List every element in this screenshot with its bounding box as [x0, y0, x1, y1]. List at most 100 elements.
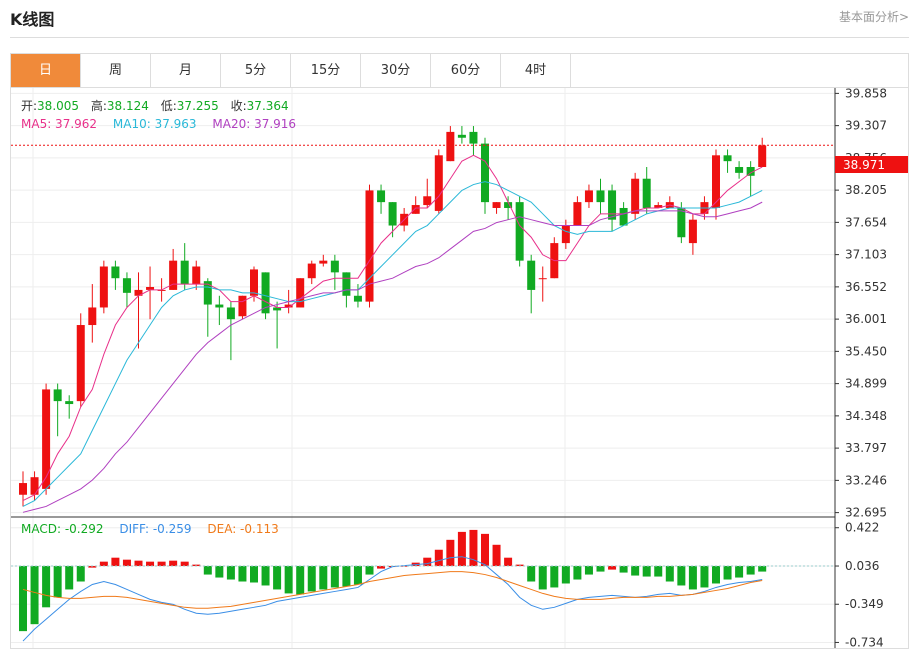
candle-body [365, 190, 374, 302]
price-tick-label: 35.450 [845, 344, 887, 358]
candle-body [134, 289, 143, 296]
ma5-legend: MA5: 37.962 [21, 117, 97, 131]
diff-legend: DIFF: -0.259 [119, 522, 191, 536]
tab-week[interactable]: 周 [81, 54, 151, 87]
candle-body [330, 260, 339, 273]
ma20-line [22, 201, 763, 513]
ma10-line [22, 181, 763, 507]
open-value: 38.005 [37, 99, 79, 113]
macd-bar [134, 560, 143, 567]
macd-bar [111, 557, 120, 567]
candle-body [573, 202, 582, 226]
macd-bar [746, 566, 755, 575]
candle-body [261, 272, 270, 314]
grid-lines [11, 88, 835, 648]
tab-4hour[interactable]: 4时 [501, 54, 571, 87]
macd-legend: MACD: -0.292 [21, 522, 104, 536]
tab-5min[interactable]: 5分 [221, 54, 291, 87]
macd-bar [203, 566, 212, 575]
macd-bar [596, 566, 605, 572]
macd-bar [76, 566, 85, 582]
candles [19, 126, 767, 507]
candle-body [180, 260, 189, 285]
tab-30min[interactable]: 30分 [361, 54, 431, 87]
candle-body [642, 178, 651, 208]
price-tick-label: 37.654 [845, 215, 887, 229]
ma-lines [22, 154, 763, 513]
price-tick-label: 34.348 [845, 409, 887, 423]
candle-body [492, 202, 501, 208]
macd-bar [446, 539, 455, 567]
candle-body [215, 304, 224, 308]
ma5-line [22, 154, 763, 502]
candle-body [226, 307, 235, 320]
price-tick-label: 37.103 [845, 248, 887, 262]
candle-body [434, 155, 443, 211]
macd-bar [561, 566, 570, 584]
macd-bar [642, 566, 651, 577]
macd-bar [353, 566, 362, 585]
macd-bar [342, 566, 351, 587]
macd-bar [608, 566, 617, 570]
kline-chart-panel: 39.85839.30738.75638.20537.65437.10336.5… [10, 86, 909, 649]
tab-60min[interactable]: 60分 [431, 54, 501, 87]
candle-body [353, 295, 362, 302]
candle-body [99, 266, 108, 308]
macd-bar [250, 566, 258, 583]
kline-chart[interactable]: 39.85839.30738.75638.20537.65437.10336.5… [11, 86, 908, 649]
dea-legend: DEA: -0.113 [207, 522, 278, 536]
macd-tick-label: 0.422 [845, 521, 879, 535]
low-label: 低: [161, 99, 177, 113]
candle-body [758, 145, 767, 168]
tab-day[interactable]: 日 [11, 54, 81, 87]
candle-body [411, 205, 420, 214]
candle-body [342, 272, 351, 296]
price-tick-label: 33.246 [845, 473, 887, 487]
candle-body [631, 178, 640, 214]
macd-bar [758, 566, 767, 572]
macd-bar [192, 564, 201, 567]
candle-body [712, 155, 720, 208]
macd-bar [377, 566, 386, 569]
price-tick-label: 39.858 [845, 88, 887, 100]
candle-body [122, 278, 131, 293]
candle-body [654, 205, 663, 208]
candle-body [250, 269, 258, 296]
macd-bar [226, 566, 235, 580]
candle-body [538, 278, 547, 280]
macd-bar [527, 566, 536, 582]
macd-bar [65, 566, 74, 590]
low-value: 37.255 [177, 99, 219, 113]
tab-month[interactable]: 月 [151, 54, 221, 87]
macd-bar [677, 566, 686, 586]
candle-body [619, 207, 628, 226]
candle-body [457, 134, 466, 138]
fundamentals-link[interactable]: 基本面分析> [838, 10, 909, 24]
candle-body [388, 202, 397, 226]
current-price-tag [835, 156, 908, 173]
candle-body [88, 307, 97, 326]
ma20-legend: MA20: 37.916 [212, 117, 296, 131]
macd-bar [481, 533, 489, 567]
macd-bar [457, 531, 466, 567]
ma-readout: MA5: 37.962 MA10: 37.963 MA20: 37.916 [21, 117, 296, 131]
candle-body [111, 266, 120, 279]
macd-bar [42, 566, 51, 608]
candle-body [584, 190, 593, 203]
macd-bar [53, 566, 62, 598]
macd-bar [307, 566, 316, 592]
macd-bar [180, 561, 189, 567]
close-label: 收: [231, 99, 247, 113]
macd-bar [88, 566, 97, 568]
tab-15min[interactable]: 15分 [291, 54, 361, 87]
price-tick-label: 36.001 [845, 312, 887, 326]
candle-body [307, 263, 316, 279]
macd-bar [665, 566, 674, 582]
macd-bar [319, 566, 328, 590]
macd-bar [469, 529, 478, 567]
page-title: K线图 [10, 10, 55, 29]
macd-bar [169, 560, 178, 567]
macd-bar [284, 566, 293, 594]
macd-bar [735, 566, 744, 578]
candle-body [504, 202, 513, 208]
